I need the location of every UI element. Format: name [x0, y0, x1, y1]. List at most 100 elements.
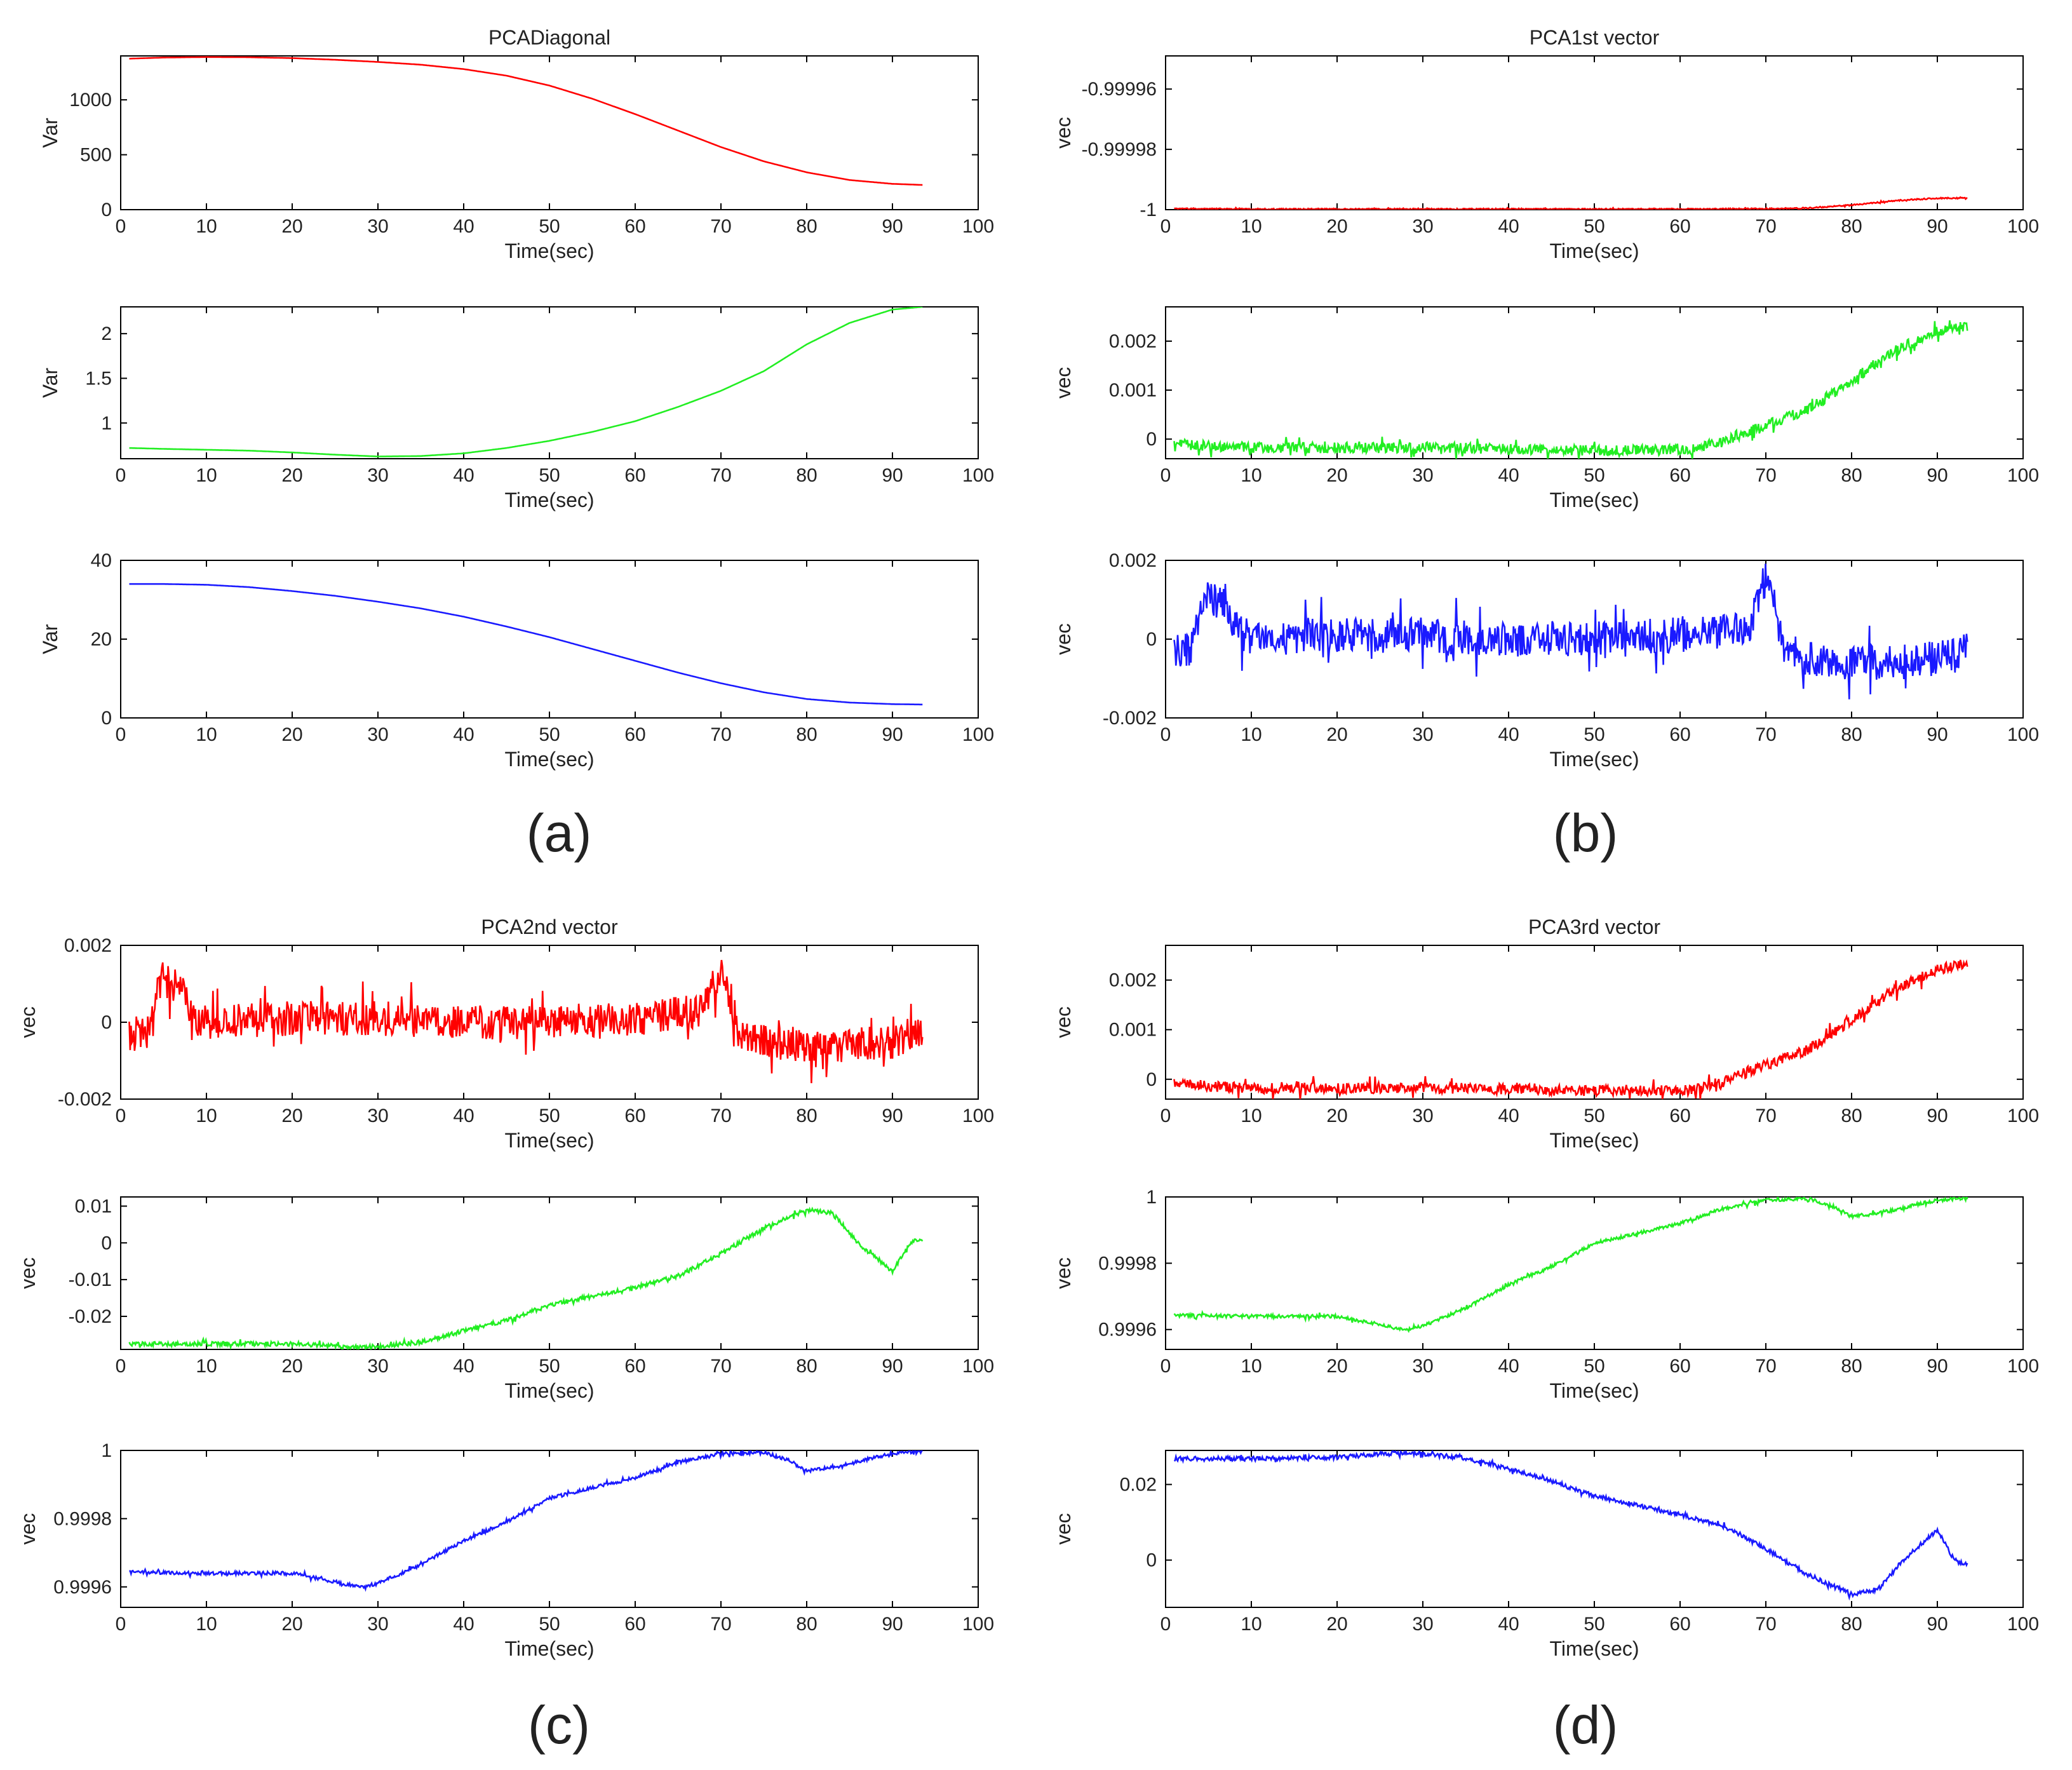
- series-line-pc1_x: [1174, 196, 1968, 210]
- x-tick-label: 70: [1755, 1105, 1776, 1126]
- x-tick-label: 50: [539, 465, 560, 486]
- x-tick-label: 90: [1927, 724, 1948, 745]
- x-tick-label: 20: [281, 216, 302, 237]
- x-tick-label: 0: [1160, 1105, 1171, 1126]
- axes-box: [120, 1196, 979, 1350]
- y-tick-label: 0.002: [1109, 970, 1157, 991]
- x-tick-label: 10: [196, 1105, 217, 1126]
- subplot-c-2: 0 10 20 30 40 50 60 70 80 90 100 -0.02 -0.01 0 0.01 Tim…: [17, 1196, 994, 1402]
- y-tick-label: 0.001: [1109, 380, 1157, 401]
- axes-box: [120, 560, 979, 719]
- y-axis-label: vec: [1052, 623, 1075, 655]
- series-line-var1: [129, 56, 923, 186]
- series-line-pc3_x: [1173, 959, 1968, 1099]
- x-tick-label: 70: [1755, 724, 1776, 745]
- x-tick-label: 40: [1498, 216, 1519, 237]
- y-axis-label: vec: [1052, 1513, 1075, 1545]
- y-tick-label: -0.01: [69, 1269, 112, 1290]
- y-tick-label: 500: [80, 145, 112, 166]
- x-tick-label: 90: [882, 1105, 903, 1126]
- x-tick-label: 20: [1326, 1105, 1347, 1126]
- subplot-a-2: 0 10 20 30 40 50 60 70 80 90 100 1 1.5 2 Time(sec) Var: [39, 306, 994, 511]
- x-tick-label: 90: [1927, 1356, 1948, 1377]
- x-tick-label: 90: [882, 1356, 903, 1377]
- subplot-d-3: 0 10 20 30 40 50 60 70 80 90 100 0 0.02 Time(sec) vec: [1052, 1450, 2039, 1660]
- x-tick-label: 10: [196, 216, 217, 237]
- y-tick-label: 0.9996: [1098, 1320, 1157, 1341]
- subplot-c-1: 0 10 20 30 40 50 60 70 80 90 100-0.00200.002Time(s…: [17, 915, 994, 1152]
- x-tick-label: 50: [1584, 1614, 1604, 1635]
- x-tick-label: 80: [796, 1356, 817, 1377]
- x-tick-label: 10: [1241, 465, 1261, 486]
- axes-box: [1165, 1450, 2024, 1608]
- x-tick-label: 70: [1755, 1356, 1776, 1377]
- x-tick-label: 50: [1584, 1105, 1604, 1126]
- x-tick-label: 20: [281, 724, 302, 745]
- y-tick-label: 0: [101, 1233, 112, 1253]
- x-axis-label: Time(sec): [504, 1637, 594, 1660]
- x-tick-label: 30: [1412, 216, 1433, 237]
- subplot-b-3: 0 10 20 30 40 50 60 70 80 90 100-0.00200.002Time(s…: [1052, 550, 2039, 771]
- x-tick-label: 40: [1498, 724, 1519, 745]
- x-tick-label: 60: [624, 1105, 645, 1126]
- axes-box: [120, 1450, 979, 1608]
- y-axis-label: Var: [39, 367, 62, 398]
- x-axis-label: Time(sec): [1549, 1379, 1639, 1402]
- series-line-pc3_y: [1173, 1197, 1968, 1334]
- y-tick-label: 0.002: [64, 935, 112, 956]
- x-tick-label: 80: [796, 1105, 817, 1126]
- axes-box: [1165, 945, 2024, 1100]
- x-tick-label: 40: [453, 465, 474, 486]
- x-tick-label: 90: [1927, 465, 1948, 486]
- panel-label-d: (d): [1553, 1695, 1618, 1755]
- x-tick-label: 80: [1841, 1105, 1862, 1126]
- x-tick-label: 100: [2007, 216, 2039, 237]
- series-line-pc1_y: [1173, 320, 1968, 459]
- x-tick-label: 40: [453, 1356, 474, 1377]
- x-tick-label: 40: [453, 216, 474, 237]
- x-tick-label: 0: [116, 465, 126, 486]
- x-tick-label: 50: [1584, 216, 1604, 237]
- y-axis-label: Var: [39, 624, 62, 654]
- x-tick-label: 80: [1841, 216, 1862, 237]
- x-tick-label: 60: [1669, 724, 1690, 745]
- y-tick-label: 0.001: [1109, 1020, 1157, 1041]
- y-axis-label: vec: [17, 1006, 39, 1038]
- x-tick-label: 100: [2007, 724, 2039, 745]
- x-tick-label: 10: [1241, 724, 1261, 745]
- y-tick-label: 0: [101, 708, 112, 729]
- x-tick-label: 10: [196, 1614, 217, 1635]
- y-axis-label: vec: [1052, 1257, 1075, 1289]
- x-tick-label: 100: [962, 1105, 994, 1126]
- x-tick-label: 50: [539, 216, 560, 237]
- subplot-title: PCA3rd vector: [1528, 915, 1660, 938]
- x-axis-label: Time(sec): [504, 1129, 594, 1152]
- x-tick-label: 40: [1498, 465, 1519, 486]
- x-tick-label: 90: [1927, 1614, 1948, 1635]
- x-tick-label: 80: [1841, 465, 1862, 486]
- x-tick-label: 80: [1841, 724, 1862, 745]
- x-tick-label: 50: [1584, 724, 1604, 745]
- x-tick-label: 80: [796, 216, 817, 237]
- y-tick-label: 0.9998: [53, 1508, 112, 1529]
- axes-box: [120, 306, 979, 459]
- x-tick-label: 70: [710, 1356, 731, 1377]
- x-tick-label: 30: [1412, 1105, 1433, 1126]
- y-tick-label: 0.02: [1120, 1475, 1157, 1496]
- x-tick-label: 60: [624, 216, 645, 237]
- y-tick-label: -0.99998: [1082, 139, 1157, 160]
- x-tick-label: 50: [539, 1105, 560, 1126]
- y-tick-label: 0.01: [75, 1196, 112, 1217]
- axes-box: [1165, 55, 2024, 210]
- x-tick-label: 100: [2007, 1614, 2039, 1635]
- x-tick-label: 30: [367, 724, 388, 745]
- y-tick-label: 0: [101, 1012, 112, 1033]
- y-tick-label: -0.002: [1103, 708, 1157, 729]
- subplots: 0 10 20 30 40 50 60 70 80 90 10005001000Time(sec)V…: [17, 26, 2039, 1660]
- series-line-var2: [129, 307, 923, 457]
- x-tick-label: 50: [539, 1356, 560, 1377]
- series-line-pc1_z: [1173, 564, 1968, 699]
- x-tick-label: 50: [539, 1614, 560, 1635]
- x-tick-label: 100: [2007, 1356, 2039, 1377]
- y-tick-label: 0: [101, 199, 112, 220]
